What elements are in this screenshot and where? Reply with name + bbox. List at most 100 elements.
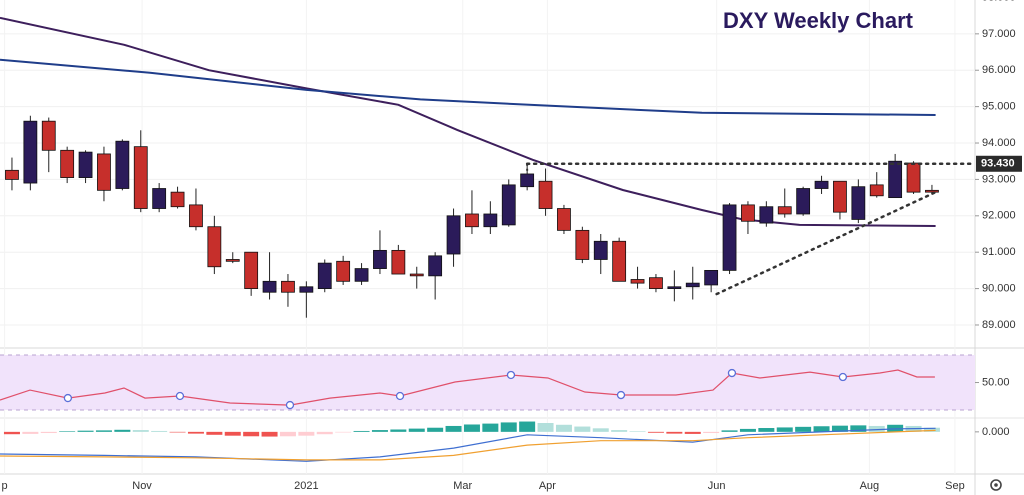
line-series — [0, 58, 936, 116]
rsi-marker — [838, 372, 848, 382]
rsi-marker — [285, 400, 295, 410]
histogram-bar — [923, 427, 940, 432]
histogram-bar — [22, 431, 39, 434]
chart-title: DXY Weekly Chart — [723, 8, 914, 33]
candle-body — [23, 120, 38, 184]
histogram-bar — [261, 431, 278, 437]
candle-body — [520, 173, 535, 188]
candle-body — [685, 282, 700, 288]
settings-icon[interactable] — [990, 479, 1002, 491]
candle-body — [557, 208, 571, 231]
candle-body — [796, 188, 811, 215]
histogram-bar — [721, 430, 738, 432]
y-tick-label: 98.000 — [982, 0, 1016, 3]
histogram-bar — [666, 431, 683, 434]
histogram-bar — [390, 429, 407, 432]
histogram-bar — [739, 428, 756, 432]
histogram-bar — [611, 430, 628, 432]
candle-body — [575, 229, 590, 260]
candle-body — [115, 140, 130, 189]
line-series — [0, 429, 936, 461]
candle-body — [851, 186, 866, 220]
histogram-bar — [187, 431, 204, 434]
histogram-bar — [831, 425, 848, 432]
candle-body — [777, 206, 792, 215]
histogram-bar — [59, 431, 76, 432]
candle-body — [262, 280, 277, 293]
candle-body — [152, 188, 167, 209]
rsi-marker — [616, 390, 626, 400]
candle-body — [630, 279, 645, 284]
histogram-bar — [574, 426, 591, 432]
candle-body — [97, 153, 111, 191]
histogram-bar — [408, 428, 425, 432]
candle-body — [925, 189, 939, 193]
line-series — [0, 427, 936, 462]
histogram-bar — [40, 431, 57, 434]
histogram-bar — [537, 423, 554, 432]
candle-body — [373, 249, 387, 269]
candle-body — [336, 260, 351, 282]
candle-body — [428, 255, 443, 277]
candle-body — [612, 240, 627, 282]
candle-body — [41, 120, 56, 151]
candle-body — [170, 191, 185, 208]
candle-body — [593, 240, 608, 260]
histogram-bar — [647, 431, 664, 433]
candle-body — [391, 249, 406, 275]
histogram-bar — [482, 423, 499, 432]
histogram-bar — [316, 431, 333, 435]
candle-body — [869, 184, 884, 197]
candle-body — [244, 251, 259, 289]
x-tick-label: p — [2, 480, 8, 492]
rsi-band — [0, 355, 975, 411]
histogram-bar — [224, 431, 241, 436]
histogram-bar — [206, 431, 223, 435]
histogram-bar — [77, 430, 94, 432]
histogram-bar — [151, 430, 168, 432]
candle-body — [483, 213, 498, 228]
histogram-bar — [279, 431, 296, 437]
histogram-bar — [500, 422, 517, 432]
candle-body — [833, 180, 847, 213]
candle-body — [722, 204, 737, 271]
y-tick-label: 50.00 — [982, 376, 1010, 388]
histogram-bar — [519, 421, 536, 432]
candle-body — [299, 286, 314, 293]
candle-body — [888, 160, 903, 199]
histogram-bar — [335, 431, 352, 433]
y-tick-label: 97.000 — [982, 28, 1016, 40]
candle-body — [649, 277, 663, 289]
candle-body — [60, 149, 75, 178]
rsi-marker — [63, 393, 73, 403]
candle-body — [189, 204, 203, 228]
x-tick-label: Mar — [453, 480, 472, 492]
histogram-bar — [463, 424, 480, 432]
candle-body — [759, 206, 774, 224]
histogram-bar — [169, 431, 186, 433]
candle-body — [667, 286, 682, 289]
histogram-bar — [132, 430, 149, 432]
x-tick-label: 2021 — [294, 480, 318, 492]
x-tick-label: Aug — [860, 480, 880, 492]
y-tick-label: 93.000 — [982, 173, 1016, 185]
histogram-bar — [629, 431, 646, 432]
candle-body — [281, 280, 295, 293]
x-tick-label: Sep — [945, 480, 965, 492]
histogram-bar — [353, 430, 370, 432]
histogram-bar — [298, 431, 315, 436]
price-label: 93.430 — [981, 158, 1015, 170]
histogram-bar — [592, 428, 609, 432]
candle-body — [501, 184, 516, 226]
candle-body — [133, 146, 148, 209]
x-tick-label: Jun — [708, 480, 726, 492]
histogram-bar — [555, 424, 572, 432]
y-tick-label: 96.000 — [982, 64, 1016, 76]
candle-body — [704, 269, 719, 286]
y-tick-label: 91.000 — [982, 246, 1016, 258]
candle-body — [465, 213, 479, 228]
candle-body — [78, 151, 93, 178]
histogram-bar — [813, 426, 830, 432]
